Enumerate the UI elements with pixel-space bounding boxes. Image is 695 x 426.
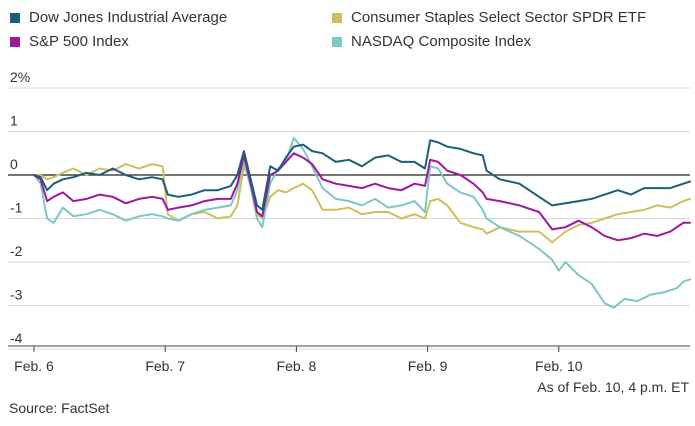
source-note: Source: FactSet <box>9 400 110 416</box>
x-tick-label: Feb. 10 <box>535 358 583 374</box>
y-tick-label: 0 <box>10 156 18 172</box>
timestamp-note: As of Feb. 10, 4 p.m. ET <box>537 379 689 395</box>
legend-swatch-nasdaq <box>332 36 342 47</box>
series-line-consumer-staples-select-sector-spdr-etf <box>33 163 691 244</box>
legend-item-sp500: S&P 500 Index <box>10 33 129 50</box>
y-tick-label: -1 <box>10 200 23 216</box>
legend-label-nasdaq: NASDAQ Composite Index <box>351 33 532 50</box>
legend-swatch-staples <box>332 12 342 23</box>
x-tick-label: Feb. 8 <box>277 358 317 374</box>
legend-label-dow: Dow Jones Industrial Average <box>29 9 228 26</box>
x-tick-label: Feb. 9 <box>408 358 448 374</box>
x-axis: Feb. 6 Feb. 7 Feb. 8 Feb. 9 Feb. 10 <box>8 345 690 374</box>
legend-label-staples: Consumer Staples Select Sector SPDR ETF <box>351 9 647 26</box>
series-line-nasdaq-composite-index <box>33 137 691 309</box>
legend: Dow Jones Industrial Average S&P 500 Ind… <box>0 0 695 60</box>
legend-swatch-sp500 <box>10 36 20 47</box>
y-tick-label: 1 <box>10 113 18 129</box>
y-tick-label: -4 <box>10 330 23 346</box>
series-line-s-p-500-index <box>33 152 691 242</box>
y-tick-label: 2% <box>10 69 30 85</box>
legend-swatch-dow <box>10 12 20 23</box>
series-lines <box>33 137 691 309</box>
y-tick-label: -2 <box>10 243 23 259</box>
legend-item-nasdaq: NASDAQ Composite Index <box>332 33 531 50</box>
legend-item-staples: Consumer Staples Select Sector SPDR ETF <box>332 9 646 26</box>
gridlines <box>8 87 690 350</box>
series-line-dow-jones-industrial-average <box>33 139 691 211</box>
x-tick-label: Feb. 6 <box>14 358 54 374</box>
legend-item-dow: Dow Jones Industrial Average <box>10 9 227 26</box>
y-tick-labels: 2% 1 0 -1 -2 -3 -4 <box>10 69 30 346</box>
legend-label-sp500: S&P 500 Index <box>29 33 129 50</box>
y-tick-label: -3 <box>10 287 23 303</box>
x-tick-label: Feb. 7 <box>145 358 185 374</box>
